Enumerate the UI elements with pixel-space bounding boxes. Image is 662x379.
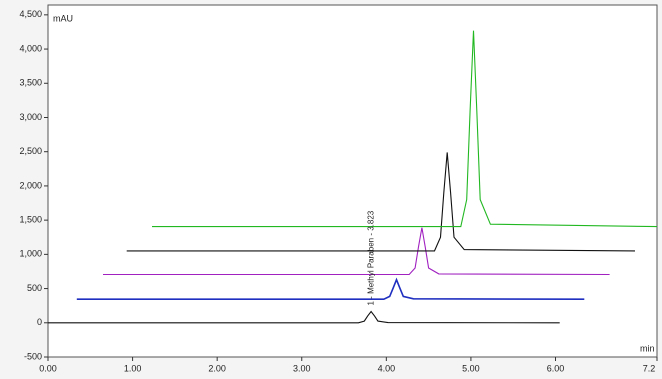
y-tick-label: 1,500 — [19, 215, 42, 225]
x-tick-label: 7.2 — [643, 363, 656, 373]
x-tick-label: 5.00 — [462, 363, 480, 373]
y-tick-label: 4,000 — [19, 43, 42, 53]
x-tick-label: 0.00 — [39, 363, 57, 373]
x-tick-label: 4.00 — [378, 363, 396, 373]
x-tick-label: 2.00 — [208, 363, 226, 373]
trace — [76, 277, 585, 300]
trace — [152, 30, 658, 228]
y-tick-label: 500 — [27, 283, 42, 293]
plot-area — [47, 4, 658, 358]
y-tick-label: 2,000 — [19, 180, 42, 190]
y-tick-label: 1,000 — [19, 249, 42, 259]
y-tick-label: -500 — [24, 351, 42, 361]
x-tick-label: 1.00 — [124, 363, 142, 373]
peak-annotation: 1 - Methyl Paraben - 3.823 — [366, 210, 375, 305]
x-tick-label: 3.00 — [293, 363, 311, 373]
y-tick-label: 3,000 — [19, 112, 42, 122]
trace — [48, 310, 560, 324]
y-tick-label: 3,500 — [19, 78, 42, 88]
trace — [126, 152, 636, 252]
x-tick-label: 6.00 — [547, 363, 565, 373]
y-axis-label: mAU — [53, 13, 73, 23]
y-tick-label: 0 — [37, 317, 42, 327]
trace — [103, 227, 610, 276]
y-tick-label: 4,500 — [19, 9, 42, 19]
y-tick-label: 2,500 — [19, 146, 42, 156]
x-axis-label: min — [640, 343, 655, 353]
